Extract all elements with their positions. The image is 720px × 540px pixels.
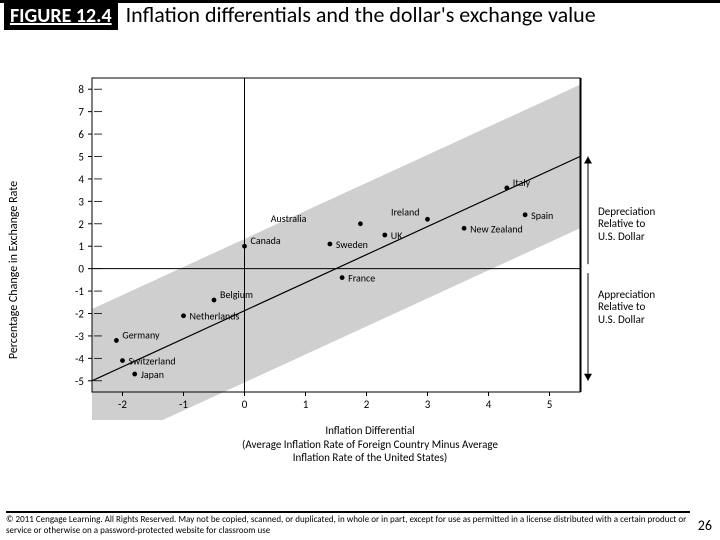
svg-text:3: 3 <box>78 195 84 208</box>
svg-text:Spain: Spain <box>531 209 553 222</box>
copyright-footer: © 2011 Cengage Learning. All Rights Rese… <box>6 511 690 536</box>
svg-text:-5: -5 <box>75 375 84 388</box>
svg-text:Ireland: Ireland <box>391 205 419 218</box>
svg-text:-2: -2 <box>118 398 127 411</box>
svg-text:Japan: Japan <box>141 368 164 381</box>
xlabel-line1: Inflation Differential <box>242 424 498 437</box>
svg-text:0: 0 <box>242 398 248 411</box>
svg-text:-1: -1 <box>75 285 84 298</box>
svg-text:1: 1 <box>303 398 309 411</box>
chart: Percentage Change in Exchange Rate -5-4-… <box>50 70 690 470</box>
figure-title: Inflation differentials and the dollar's… <box>126 2 596 27</box>
page-number: 26 <box>698 517 712 534</box>
right-annotation: DepreciationRelative toU.S. Dollar <box>598 206 655 244</box>
y-axis-label: Percentage Change in Exchange Rate <box>7 181 21 359</box>
svg-text:-4: -4 <box>75 352 84 365</box>
x-axis-label: Inflation Differential (Average Inflatio… <box>242 424 498 464</box>
svg-text:2: 2 <box>364 398 370 411</box>
xlabel-line3: Inflation Rate of the United States) <box>242 451 498 464</box>
svg-text:Australia: Australia <box>271 212 307 225</box>
svg-text:-2: -2 <box>75 308 84 321</box>
right-annotation: AppreciationRelative toU.S. Dollar <box>598 289 655 327</box>
xlabel-line2: (Average Inflation Rate of Foreign Count… <box>242 438 498 451</box>
svg-text:Sweden: Sweden <box>336 238 368 251</box>
svg-text:Canada: Canada <box>251 234 281 247</box>
svg-text:4: 4 <box>486 398 492 411</box>
svg-text:Switzerland: Switzerland <box>129 355 176 368</box>
svg-text:5: 5 <box>78 151 84 164</box>
svg-text:3: 3 <box>425 398 431 411</box>
svg-text:7: 7 <box>78 106 84 119</box>
svg-text:Italy: Italy <box>513 176 531 189</box>
svg-text:1: 1 <box>78 240 84 253</box>
svg-text:Germany: Germany <box>122 328 160 341</box>
svg-text:Netherlands: Netherlands <box>190 310 240 323</box>
scatter-plot: -5 -4 -3 -2 -1 0 1 2 3 4 5 6 7 8 -2 -1 0 1 2 3 4 5 Germany Swit… <box>50 70 690 420</box>
svg-text:UK: UK <box>391 229 403 242</box>
svg-text:4: 4 <box>78 173 84 186</box>
svg-text:-3: -3 <box>75 330 84 343</box>
svg-text:New Zealand: New Zealand <box>470 222 523 235</box>
figure-badge: FIGURE 12.4 <box>4 2 118 30</box>
svg-text:-1: -1 <box>179 398 188 411</box>
svg-text:0: 0 <box>78 263 84 276</box>
svg-text:5: 5 <box>547 398 553 411</box>
svg-text:2: 2 <box>78 218 84 231</box>
svg-text:France: France <box>348 272 375 285</box>
svg-text:Belgium: Belgium <box>220 288 253 301</box>
svg-text:8: 8 <box>78 83 84 96</box>
svg-text:6: 6 <box>78 128 84 141</box>
